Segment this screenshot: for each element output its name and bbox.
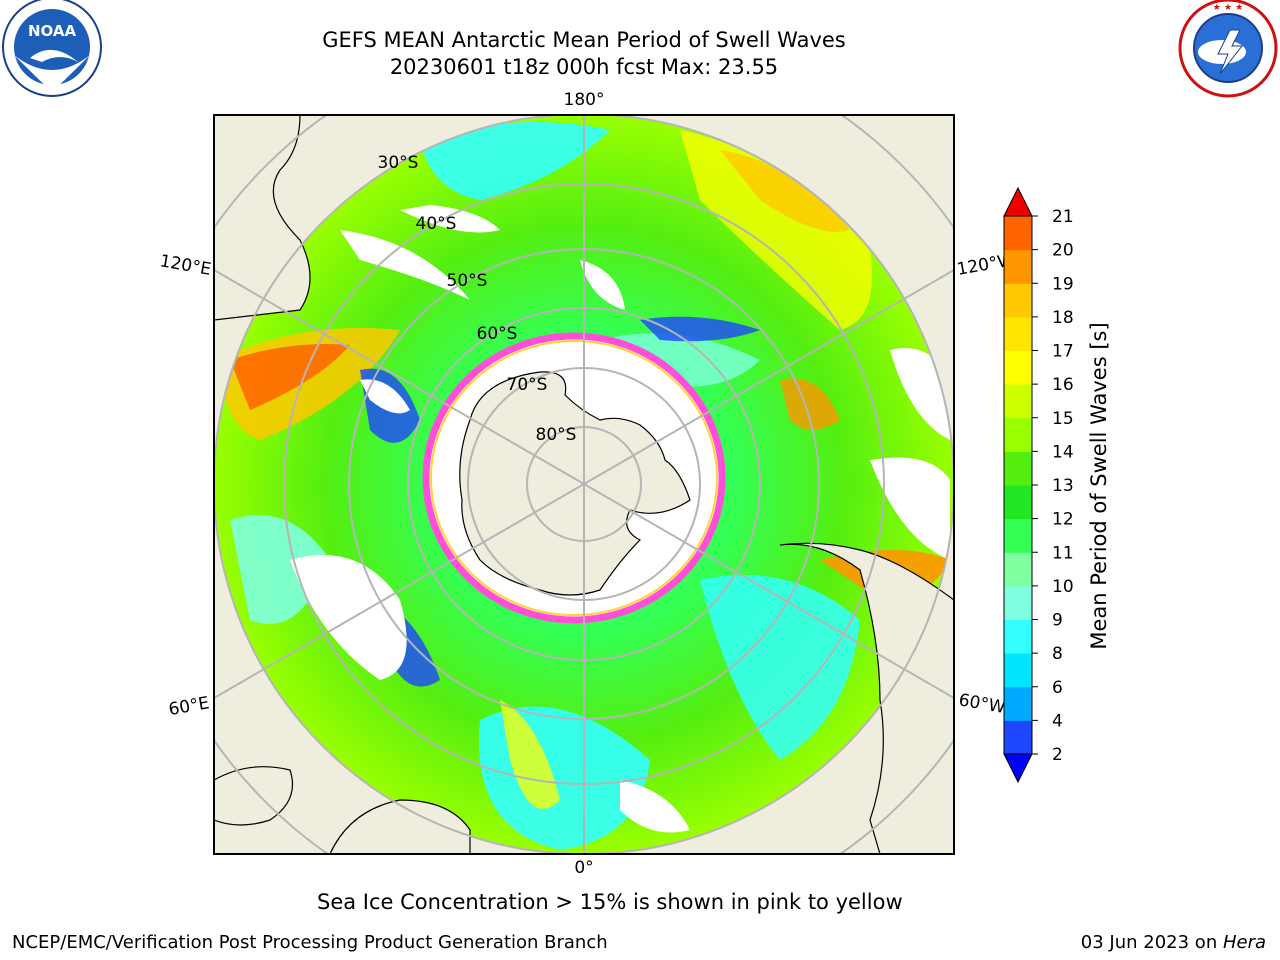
colorbar-segment <box>1004 316 1032 351</box>
colorbar-tick-label: 16 <box>1052 375 1074 395</box>
colorbar-segment <box>1004 552 1032 587</box>
colorbar-segment <box>1004 350 1032 385</box>
lat-label-40s: 40°S <box>416 214 457 234</box>
swell-period-field <box>214 114 954 854</box>
colorbar-segment <box>1004 451 1032 486</box>
colorbar-segment <box>1004 249 1032 284</box>
colorbar-segment <box>1004 585 1032 620</box>
colorbar-segment <box>1004 518 1032 553</box>
colorbar-tick-label: 4 <box>1052 711 1063 731</box>
graticule <box>214 115 954 854</box>
colorbar-title: Mean Period of Swell Waves [s] <box>1087 322 1111 649</box>
colorbar-segment <box>1004 619 1032 654</box>
colorbar-tick-label: 13 <box>1052 476 1074 496</box>
continents <box>214 115 954 854</box>
colorbar-tick-label: 17 <box>1052 342 1074 362</box>
footer-credit: NCEP/EMC/Verification Post Processing Pr… <box>12 932 608 953</box>
lat-label-70s: 70°S <box>507 375 548 395</box>
svg-text:★ ★ ★: ★ ★ ★ <box>1213 3 1243 13</box>
footer-date: 03 Jun 2023 on Hera <box>1081 932 1266 953</box>
colorbar-segment <box>1004 283 1032 318</box>
colorbar-tick-label: 6 <box>1052 678 1063 698</box>
colorbar-segment <box>1004 485 1032 520</box>
nws-logo: ★ ★ ★ <box>1178 0 1278 98</box>
colorbar-tick-label: 18 <box>1052 308 1074 328</box>
colorbar-tick-label: 14 <box>1052 442 1074 462</box>
map-title: GEFS MEAN Antarctic Mean Period of Swell… <box>322 28 846 52</box>
noaa-logo-text: NOAA <box>28 22 77 40</box>
lon-label-0: 0° <box>574 858 593 878</box>
colorbar-tick-label: 21 <box>1052 207 1074 227</box>
lat-label-80s: 80°S <box>536 425 577 445</box>
colorbar-tick-label: 12 <box>1052 510 1074 530</box>
map-frame <box>213 114 955 855</box>
sea-ice-caption: Sea Ice Concentration > 15% is shown in … <box>317 890 903 914</box>
colorbar-segment <box>1004 720 1032 755</box>
colorbar-tick-label: 19 <box>1052 274 1074 294</box>
colorbar-tick-label: 2 <box>1052 745 1063 765</box>
lat-label-30s: 30°S <box>378 153 419 173</box>
colorbar-tick-label: 8 <box>1052 644 1063 664</box>
colorbar-under-arrow <box>1003 753 1033 784</box>
colorbar: 2 4 6 8 9 10 11 12 13 14 15 16 17 18 19 20 21 <box>1003 186 1074 784</box>
lon-label-120e: 120°E <box>158 251 212 280</box>
colorbar-tick-label: 15 <box>1052 409 1074 429</box>
lon-label-60e: 60°E <box>167 693 211 720</box>
colorbar-segment <box>1004 417 1032 452</box>
footer-date-text: 03 Jun 2023 on <box>1080 932 1223 953</box>
lat-label-50s: 50°S <box>447 271 488 291</box>
lat-label-60s: 60°S <box>477 324 518 344</box>
colorbar-tick-label: 10 <box>1052 577 1074 597</box>
colorbar-tick-label: 11 <box>1052 543 1074 563</box>
antarctica-landmass <box>459 371 691 596</box>
colorbar-tick-label: 20 <box>1052 241 1074 261</box>
colorbar-segment <box>1004 216 1032 251</box>
footer-host: Hera <box>1222 932 1266 953</box>
map-subtitle: 20230601 t18z 000h fcst Max: 23.55 <box>389 55 779 79</box>
colorbar-over-arrow <box>1003 186 1033 217</box>
lon-label-60w: 60°W <box>957 690 1007 718</box>
lon-label-180: 180° <box>564 90 605 110</box>
colorbar-tick-label: 9 <box>1052 611 1063 631</box>
colorbar-segment <box>1004 384 1032 419</box>
colorbar-segment <box>1004 653 1032 688</box>
colorbar-segment <box>1004 686 1032 721</box>
noaa-logo: NOAA <box>2 0 102 97</box>
